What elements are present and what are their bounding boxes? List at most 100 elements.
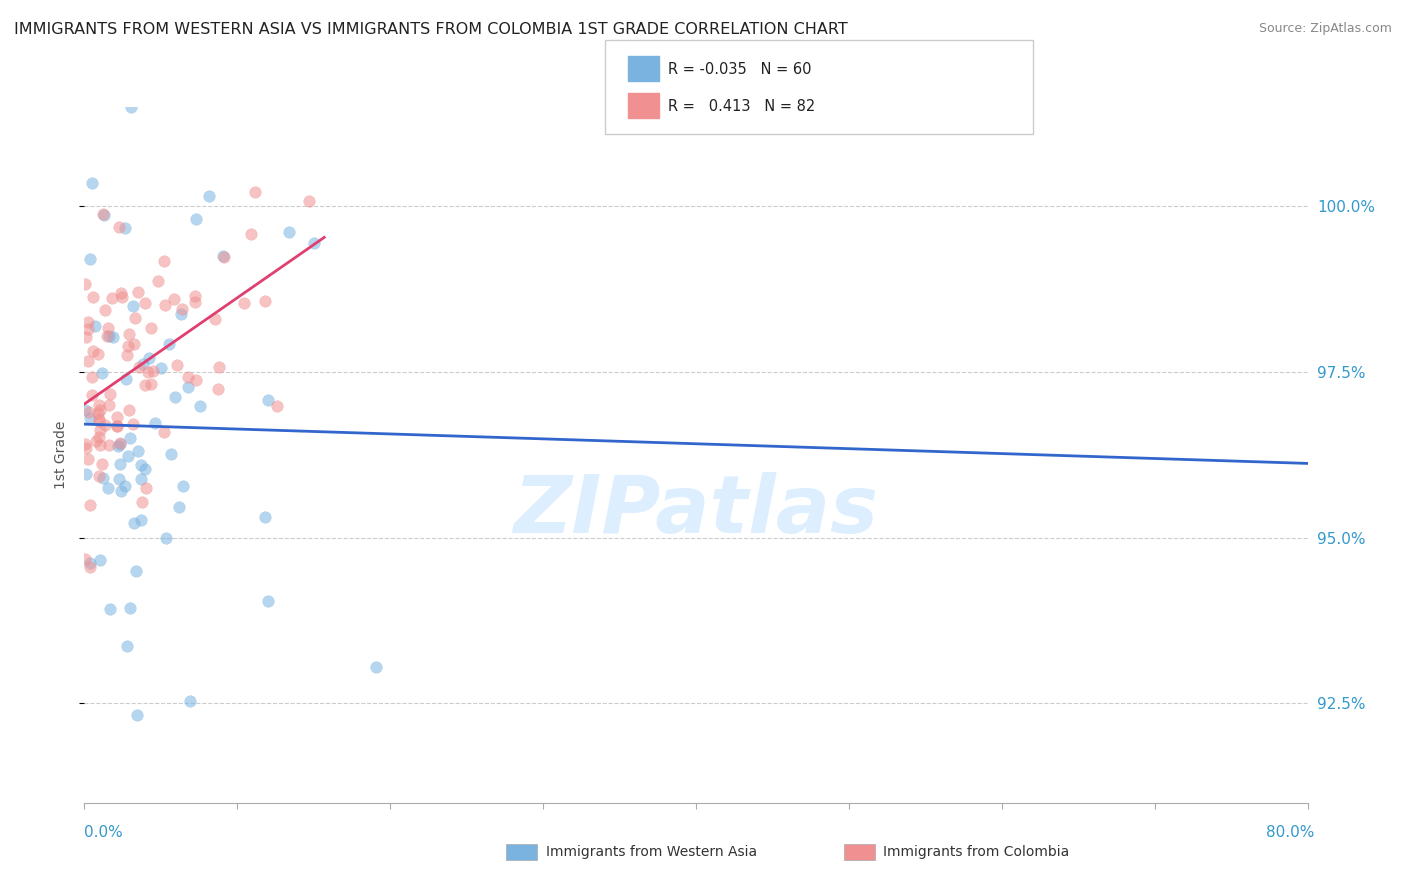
Point [89, 403, 111, 417]
Point [150, 361, 173, 376]
Text: Source: ZipAtlas.com: Source: ZipAtlas.com [1258, 22, 1392, 36]
Point [118, 327, 141, 342]
Point [75, 437, 97, 451]
Point [155, 531, 177, 545]
Point [121, 299, 143, 313]
Point [204, 311, 226, 326]
Point [77, 354, 100, 368]
Point [132, 358, 155, 372]
Point [105, 409, 128, 424]
Point [98, 601, 121, 615]
Text: IMMIGRANTS FROM WESTERN ASIA VS IMMIGRANTS FROM COLOMBIA 1ST GRADE CORRELATION C: IMMIGRANTS FROM WESTERN ASIA VS IMMIGRAN… [14, 22, 848, 37]
Point [207, 382, 229, 396]
Point [139, 321, 162, 335]
Point [79, 559, 101, 574]
Point [127, 285, 149, 299]
Point [75, 552, 97, 566]
Point [124, 311, 146, 326]
Point [184, 288, 207, 302]
Point [75, 402, 97, 417]
Point [93, 208, 115, 222]
Point [120, 100, 142, 114]
Point [107, 439, 129, 453]
Point [184, 373, 207, 387]
Point [134, 461, 156, 475]
Point [89, 437, 111, 451]
Text: Immigrants from Western Asia: Immigrants from Western Asia [546, 845, 756, 859]
Point [127, 707, 149, 722]
Point [110, 285, 132, 300]
Point [186, 212, 208, 227]
Point [76, 452, 98, 467]
Point [131, 494, 153, 508]
Point [152, 425, 174, 439]
Point [172, 302, 194, 317]
Point [110, 484, 132, 499]
Point [253, 294, 276, 309]
Point [153, 298, 176, 312]
Point [129, 472, 152, 486]
Point [163, 292, 186, 306]
Point [87, 347, 110, 361]
Point [80, 176, 103, 190]
Point [77, 322, 100, 336]
Point [91, 471, 114, 485]
Point [91, 207, 114, 221]
Point [75, 467, 97, 481]
Point [108, 472, 131, 486]
Point [87, 414, 110, 428]
Point [82, 290, 104, 304]
Point [302, 235, 325, 250]
Point [153, 253, 176, 268]
Point [84, 319, 107, 334]
Point [77, 314, 100, 328]
Text: Immigrants from Colombia: Immigrants from Colombia [883, 845, 1069, 859]
Point [120, 601, 142, 615]
Point [114, 221, 136, 235]
Point [75, 330, 97, 344]
Point [77, 405, 100, 419]
Text: 80.0%: 80.0% [1267, 825, 1315, 840]
Point [139, 376, 162, 391]
Point [120, 431, 142, 445]
Point [278, 225, 301, 239]
Point [212, 248, 235, 262]
Point [366, 659, 388, 673]
Point [82, 369, 104, 384]
Point [114, 479, 136, 493]
Point [183, 294, 205, 309]
Point [86, 406, 108, 420]
Point [110, 436, 132, 450]
Y-axis label: 1st Grade: 1st Grade [53, 421, 67, 489]
Point [75, 277, 97, 291]
Point [134, 296, 156, 310]
Point [166, 358, 188, 372]
Point [143, 416, 166, 430]
Point [98, 329, 121, 343]
Point [135, 481, 157, 495]
Point [89, 398, 111, 412]
Point [89, 552, 111, 566]
Point [160, 447, 183, 461]
Text: R = -0.035   N = 60: R = -0.035 N = 60 [668, 62, 811, 77]
Point [97, 481, 120, 495]
Point [115, 372, 138, 386]
Point [98, 386, 121, 401]
Point [108, 436, 131, 450]
Point [138, 351, 160, 365]
Point [97, 438, 120, 452]
Point [89, 429, 111, 443]
Point [121, 417, 143, 432]
Point [146, 274, 169, 288]
Point [142, 363, 165, 377]
Point [170, 307, 193, 321]
Point [94, 417, 117, 432]
Point [87, 468, 110, 483]
Point [84, 434, 107, 448]
Point [82, 388, 104, 402]
Point [179, 693, 201, 707]
Point [101, 330, 124, 344]
Point [101, 291, 124, 305]
Point [98, 399, 121, 413]
Point [75, 441, 97, 455]
